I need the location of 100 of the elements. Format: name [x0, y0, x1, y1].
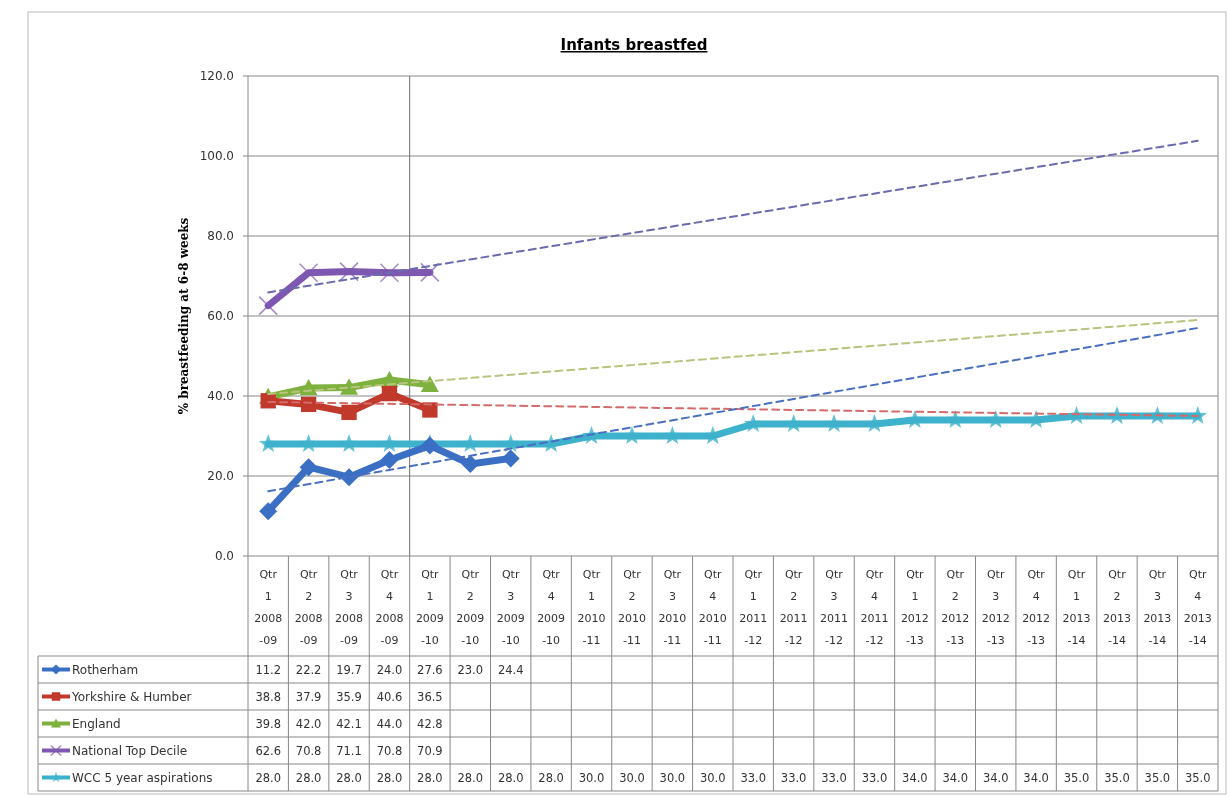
data-label: 33.0 [780, 770, 807, 785]
data-label: 70.8 [295, 743, 322, 758]
data-label: 22.2 [295, 662, 322, 677]
data-label: 44.0 [376, 716, 403, 731]
legend-label: WCC 5 year aspirations [72, 770, 213, 785]
data-label: 23.0 [457, 662, 484, 677]
data-label: 35.0 [1063, 770, 1090, 785]
y-tick-label: 120.0 [199, 69, 234, 83]
legend-label: National Top Decile [72, 743, 188, 758]
point [258, 434, 278, 453]
point [298, 263, 319, 283]
data-label: 11.2 [255, 662, 282, 677]
point [460, 434, 480, 453]
x-tick-label: Qtr 4 2012-13 [1022, 568, 1051, 647]
data-label: 28.0 [255, 770, 282, 785]
x-tick-label: Qtr 3 2008-09 [335, 568, 364, 647]
point [986, 410, 1006, 429]
x-tick-label: Qtr 3 2011-12 [820, 568, 849, 647]
x-tick-label: Qtr 1 2008-09 [254, 568, 283, 647]
point [784, 414, 804, 433]
data-label: 19.7 [336, 662, 362, 677]
data-label: 37.9 [295, 689, 322, 704]
data-label: 35.9 [336, 689, 362, 704]
data-label: 34.0 [942, 770, 969, 785]
x-tick-label: Qtr 3 2010-11 [658, 568, 687, 647]
point [622, 426, 642, 445]
chart-title: Infants breastfed [560, 36, 708, 54]
y-tick-label: 0.0 [214, 549, 234, 563]
data-label: 28.0 [295, 770, 322, 785]
data-label: 33.0 [821, 770, 847, 785]
y-tick-label: 40.0 [207, 389, 234, 403]
legend-label: Rotherham [72, 662, 139, 677]
x-tick-label: Qtr 4 2009-10 [537, 568, 566, 647]
data-label: 42.1 [336, 716, 362, 731]
data-label: 34.0 [902, 770, 928, 785]
x-tick-label: Qtr 3 2012-13 [981, 568, 1010, 647]
x-tick-label: Qtr 2 2012-13 [941, 568, 970, 647]
y-tick-label: 60.0 [207, 309, 234, 323]
data-label: 70.9 [417, 743, 443, 758]
data-label: 28.0 [336, 770, 362, 785]
data-label: 40.6 [376, 689, 403, 704]
x-tick-label: Qtr 3 2009-10 [496, 568, 525, 647]
data-label: 35.0 [1184, 770, 1211, 785]
y-tick-label: 20.0 [207, 469, 234, 483]
point [259, 502, 278, 521]
point [381, 385, 398, 402]
data-label: 28.0 [417, 770, 443, 785]
data-label: 35.0 [1144, 770, 1171, 785]
y-axis-title: % breastfeeding at 6-8 weeks [177, 217, 191, 415]
point [662, 426, 682, 445]
x-tick-label: Qtr 1 2009-10 [415, 568, 444, 647]
data-label: 70.8 [376, 743, 403, 758]
data-label: 62.6 [255, 743, 282, 758]
point [339, 434, 359, 453]
legend-label: Yorkshire & Humber [71, 689, 192, 704]
x-tick-label: Qtr 2 2013-14 [1102, 568, 1131, 647]
point [824, 414, 844, 433]
x-tick-label: Qtr 3 2013-14 [1143, 568, 1172, 647]
point [258, 295, 278, 316]
x-tick-label: Qtr 2 2010-11 [617, 568, 646, 647]
x-tick-label: Qtr 4 2013-14 [1183, 568, 1212, 647]
data-label: 27.6 [417, 662, 443, 677]
data-label: 28.0 [497, 770, 524, 785]
point [501, 434, 521, 453]
x-tick-label: Qtr 4 2011-12 [860, 568, 889, 647]
point [340, 378, 359, 395]
data-label: 30.0 [659, 770, 686, 785]
data-label: 35.0 [1104, 770, 1130, 785]
data-label: 34.0 [982, 770, 1009, 785]
data-label: 71.1 [336, 743, 362, 758]
point [339, 261, 359, 282]
y-tick-label: 80.0 [207, 229, 234, 243]
data-label: 30.0 [619, 770, 645, 785]
x-tick-label: Qtr 2 2011-12 [779, 568, 808, 647]
data-label: 38.8 [255, 689, 282, 704]
data-label: 39.8 [255, 716, 282, 731]
legend-label: England [72, 716, 121, 731]
point [380, 434, 399, 453]
x-tick-label: Qtr 1 2010-11 [577, 568, 606, 647]
data-label: 28.0 [376, 770, 403, 785]
data-label: 28.0 [538, 770, 564, 785]
data-label: 42.8 [417, 716, 443, 731]
x-tick-label: Qtr 1 2013-14 [1062, 568, 1091, 647]
data-label: 42.0 [295, 716, 322, 731]
data-label: 24.4 [497, 662, 524, 677]
point [379, 263, 400, 283]
x-tick-label: Qtr 4 2008-09 [375, 568, 404, 647]
data-label: 28.0 [457, 770, 484, 785]
point [422, 402, 438, 418]
point [420, 375, 439, 392]
x-tick-label: Qtr 1 2011-12 [739, 568, 768, 647]
point [299, 434, 319, 453]
x-tick-label: Qtr 2 2009-10 [456, 568, 485, 647]
data-label: 36.5 [417, 689, 443, 704]
data-label: 33.0 [861, 770, 888, 785]
point [945, 410, 965, 429]
data-label: 30.0 [699, 770, 726, 785]
point [299, 458, 318, 477]
data-label: 34.0 [1023, 770, 1049, 785]
x-tick-label: Qtr 2 2008-09 [294, 568, 323, 647]
